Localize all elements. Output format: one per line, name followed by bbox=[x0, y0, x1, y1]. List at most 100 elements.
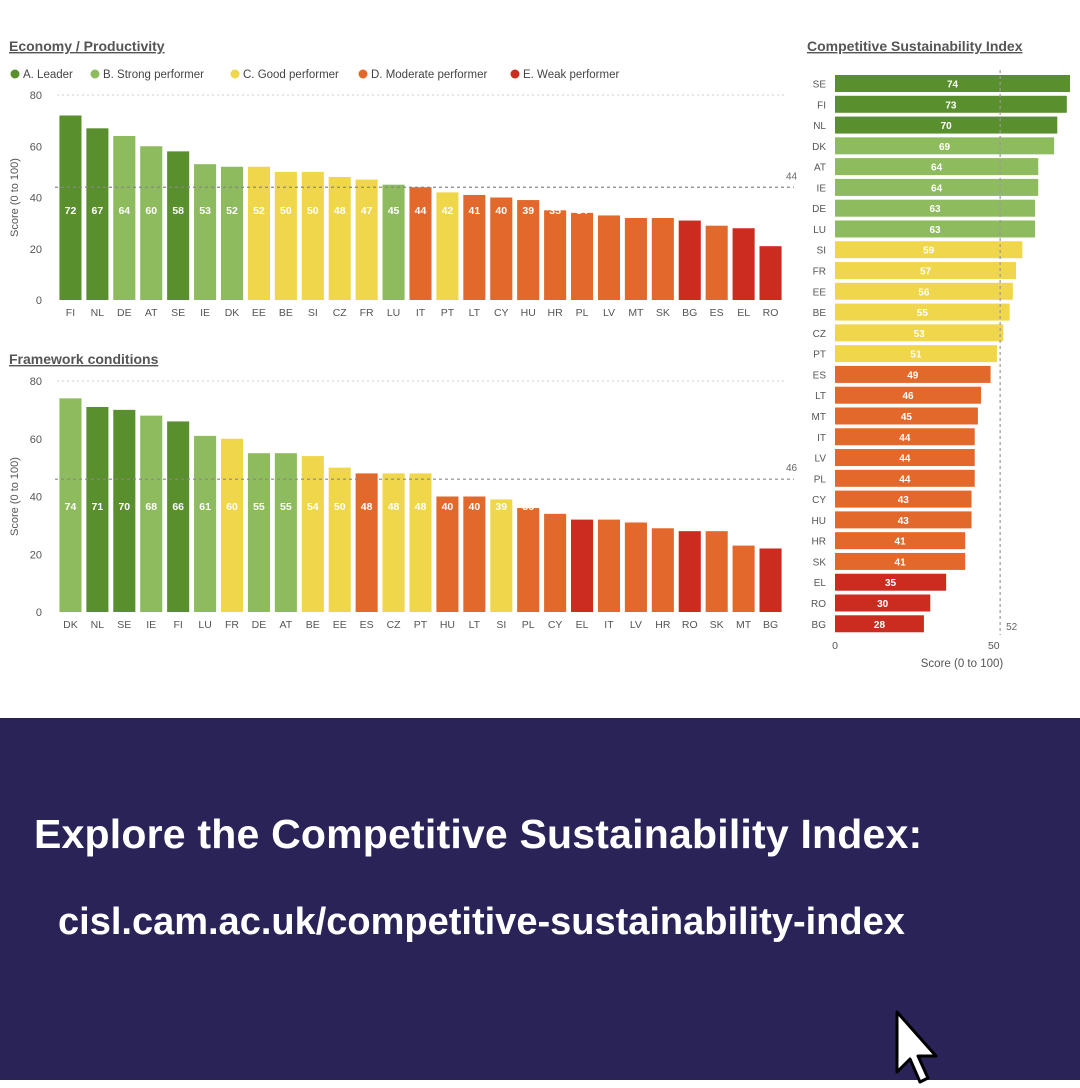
mouse-pointer-icon bbox=[895, 1010, 938, 1084]
bar bbox=[732, 228, 755, 300]
bar bbox=[86, 406, 109, 612]
bar-value-label: 43 bbox=[898, 495, 910, 506]
x-tick-label: FR bbox=[360, 307, 374, 319]
bar bbox=[835, 95, 1067, 113]
bar bbox=[835, 220, 1036, 238]
x-tick-label: LU bbox=[387, 307, 400, 319]
bar bbox=[835, 469, 975, 487]
bar bbox=[835, 511, 972, 529]
x-tick-label: DE bbox=[252, 619, 267, 631]
bar bbox=[835, 137, 1055, 155]
bar-value-label: 36 bbox=[522, 501, 534, 513]
bar-value-label: 50 bbox=[280, 205, 292, 217]
y-tick-label: RO bbox=[811, 599, 826, 610]
x-tick-label: EE bbox=[333, 619, 347, 631]
bar bbox=[355, 473, 378, 612]
bar bbox=[220, 438, 244, 612]
bar bbox=[624, 522, 647, 612]
bar-value-label: 60 bbox=[226, 501, 238, 513]
bar-value-label: 55 bbox=[917, 308, 929, 319]
bar bbox=[436, 192, 459, 300]
x-tick-label: BE bbox=[306, 619, 320, 631]
x-tick-label: DE bbox=[117, 307, 132, 319]
bar bbox=[274, 171, 297, 300]
bar bbox=[328, 467, 351, 612]
x-tick-label: BG bbox=[682, 307, 697, 319]
x-tick-label: RO bbox=[763, 307, 779, 319]
bar bbox=[274, 453, 297, 612]
chart-title: Competitive Sustainability Index bbox=[807, 38, 1023, 54]
bar-value-label: 48 bbox=[334, 205, 346, 217]
x-tick-label: ES bbox=[710, 307, 724, 319]
bar-value-label: 63 bbox=[929, 204, 941, 215]
x-tick-label: FR bbox=[225, 619, 239, 631]
x-tick-label: SE bbox=[117, 619, 131, 631]
legend-label: A. Leader bbox=[23, 69, 73, 81]
x-tick-label: IE bbox=[146, 619, 156, 631]
y-tick-label: 20 bbox=[30, 549, 42, 561]
bar bbox=[59, 115, 82, 300]
banner-url-link[interactable]: cisl.cam.ac.uk/competitive-sustainabilit… bbox=[58, 901, 905, 943]
x-tick-label: FI bbox=[173, 619, 182, 631]
y-tick-label: HR bbox=[812, 537, 826, 548]
y-tick-label: MT bbox=[812, 412, 826, 423]
bar-value-label: 41 bbox=[895, 537, 907, 548]
x-tick-label: LV bbox=[603, 307, 615, 319]
average-reference-label: 52 bbox=[1006, 622, 1018, 633]
bar-value-label: 44 bbox=[415, 205, 427, 217]
x-tick-label: BG bbox=[763, 619, 778, 631]
bar bbox=[167, 421, 190, 612]
bar bbox=[409, 187, 432, 300]
bar-value-label: 48 bbox=[388, 501, 400, 513]
x-tick-label: RO bbox=[682, 619, 698, 631]
x-tick-label: DK bbox=[63, 619, 78, 631]
bar-value-label: 39 bbox=[522, 205, 534, 217]
x-tick-label: HR bbox=[655, 619, 671, 631]
x-tick-label: DK bbox=[225, 307, 240, 319]
bar-value-label: 33 bbox=[603, 205, 615, 217]
y-tick-label: IT bbox=[817, 433, 826, 444]
legend-dot bbox=[510, 69, 520, 79]
legend-label: B. Strong performer bbox=[103, 69, 204, 81]
bar bbox=[835, 449, 975, 467]
x-tick-label: FI bbox=[66, 307, 75, 319]
x-tick-label: HU bbox=[521, 307, 536, 319]
bar-value-label: 32 bbox=[657, 205, 669, 217]
bar bbox=[140, 415, 163, 612]
bar-value-label: 44 bbox=[899, 474, 911, 485]
x-tick-label: PL bbox=[576, 307, 589, 319]
bar-value-label: 35 bbox=[549, 205, 561, 217]
bar bbox=[835, 407, 978, 425]
x-axis-label: Score (0 to 100) bbox=[921, 658, 1004, 670]
bar-value-label: 72 bbox=[65, 205, 77, 217]
y-tick-label: EE bbox=[813, 287, 827, 298]
x-tick-label: 0 bbox=[832, 640, 838, 652]
x-tick-label: CZ bbox=[333, 307, 348, 319]
bar bbox=[835, 303, 1010, 321]
bar-value-label: 64 bbox=[118, 205, 130, 217]
bar-value-label: 66 bbox=[172, 501, 184, 513]
average-reference-label: 44 bbox=[786, 171, 798, 182]
bar-value-label: 53 bbox=[199, 205, 211, 217]
bar-value-label: 35 bbox=[885, 578, 897, 589]
x-tick-label: EE bbox=[252, 307, 266, 319]
bar-value-label: 47 bbox=[361, 205, 373, 217]
y-tick-label: PL bbox=[814, 474, 827, 485]
y-tick-label: 60 bbox=[30, 141, 42, 153]
bar-value-label: 50 bbox=[334, 501, 346, 513]
bar-value-label: 67 bbox=[92, 205, 104, 217]
bar-value-label: 41 bbox=[895, 557, 907, 568]
promo-banner: Explore the Competitive Sustainability I… bbox=[0, 718, 1080, 1084]
x-tick-label: AT bbox=[280, 619, 293, 631]
bar bbox=[59, 398, 82, 612]
bar bbox=[517, 508, 540, 612]
bar-value-label: 70 bbox=[941, 121, 953, 132]
y-tick-label: SI bbox=[817, 246, 826, 257]
y-tick-label: 60 bbox=[30, 434, 42, 446]
bar bbox=[759, 548, 782, 612]
x-tick-label: HU bbox=[440, 619, 455, 631]
bar bbox=[835, 345, 997, 363]
bar-value-label: 74 bbox=[65, 501, 77, 513]
bar-value-label: 58 bbox=[172, 205, 184, 217]
bar-value-label: 60 bbox=[145, 205, 157, 217]
